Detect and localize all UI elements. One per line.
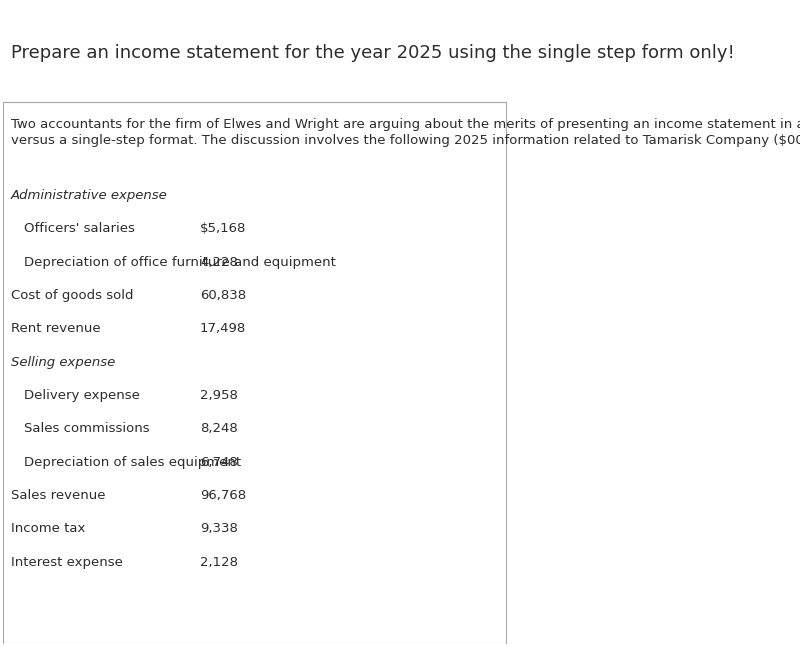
Text: 96,768: 96,768 xyxy=(200,489,246,502)
Text: 2,958: 2,958 xyxy=(200,389,238,402)
Text: Selling expense: Selling expense xyxy=(10,356,115,369)
Text: Income tax: Income tax xyxy=(10,522,85,535)
Text: Two accountants for the firm of Elwes and Wright are arguing about the merits of: Two accountants for the firm of Elwes an… xyxy=(10,118,800,131)
Text: Sales commissions: Sales commissions xyxy=(23,422,149,435)
Text: Delivery expense: Delivery expense xyxy=(23,389,139,402)
Text: Depreciation of sales equipment: Depreciation of sales equipment xyxy=(23,455,241,468)
Text: Sales revenue: Sales revenue xyxy=(10,489,105,502)
Text: 2,128: 2,128 xyxy=(200,556,238,569)
FancyBboxPatch shape xyxy=(2,102,506,644)
Text: Prepare an income statement for the year 2025 using the single step form only!: Prepare an income statement for the year… xyxy=(10,45,734,63)
Text: 17,498: 17,498 xyxy=(200,322,246,335)
Text: 9,338: 9,338 xyxy=(200,522,238,535)
Text: versus a single-step format. The discussion involves the following 2025 informat: versus a single-step format. The discuss… xyxy=(10,135,800,148)
Text: 6,748: 6,748 xyxy=(200,455,238,468)
Text: 8,248: 8,248 xyxy=(200,422,238,435)
Text: Rent revenue: Rent revenue xyxy=(10,322,100,335)
Text: $5,168: $5,168 xyxy=(200,222,246,235)
Text: Administrative expense: Administrative expense xyxy=(10,189,167,202)
Text: Cost of goods sold: Cost of goods sold xyxy=(10,289,133,302)
Text: Interest expense: Interest expense xyxy=(10,556,122,569)
Text: 60,838: 60,838 xyxy=(200,289,246,302)
Text: 4,228: 4,228 xyxy=(200,256,238,269)
Text: Depreciation of office furniture and equipment: Depreciation of office furniture and equ… xyxy=(23,256,335,269)
Text: Officers' salaries: Officers' salaries xyxy=(23,222,134,235)
